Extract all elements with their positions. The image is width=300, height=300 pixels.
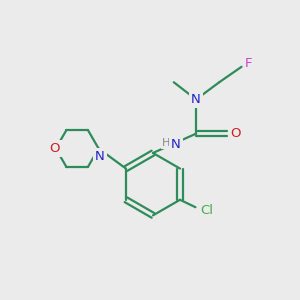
Text: O: O bbox=[230, 127, 241, 140]
Text: N: N bbox=[171, 138, 181, 151]
Text: O: O bbox=[49, 142, 59, 155]
Text: F: F bbox=[245, 57, 253, 70]
Text: Cl: Cl bbox=[200, 204, 213, 217]
Text: N: N bbox=[95, 150, 105, 163]
Text: N: N bbox=[191, 93, 201, 106]
Text: H: H bbox=[162, 138, 171, 148]
